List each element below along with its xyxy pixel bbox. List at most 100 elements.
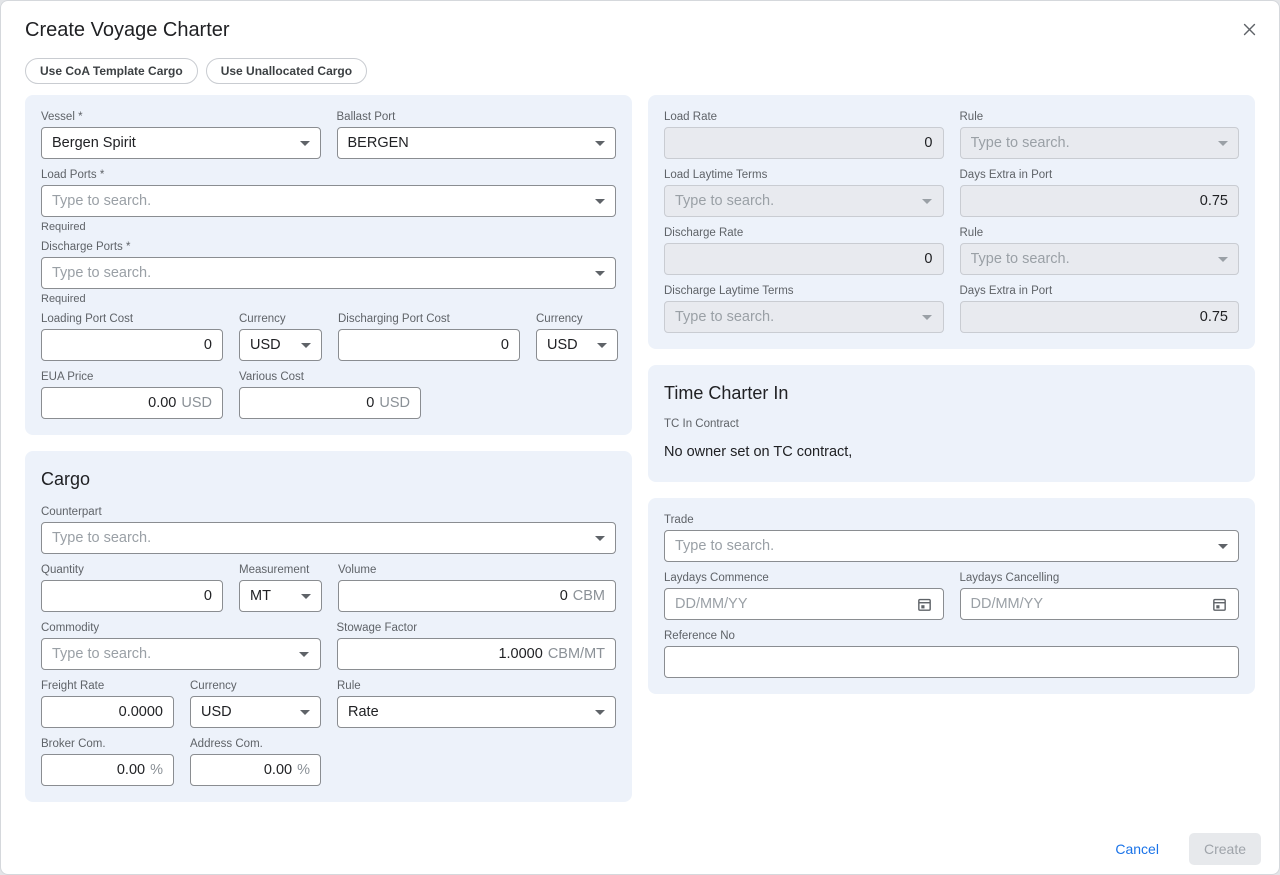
stowage-factor-input[interactable]: 1.0000 CBM/MT xyxy=(336,638,616,670)
discharge-rate-label: Discharge Rate xyxy=(664,227,744,239)
load-rule-field: Rule Type to search. xyxy=(959,111,1239,159)
volume-value: 0 xyxy=(559,588,568,604)
load-days-extra-field: Days Extra in Port 0.75 xyxy=(959,169,1239,217)
chevron-down-icon xyxy=(595,709,605,715)
loading-currency-select[interactable]: USD xyxy=(239,329,322,361)
commodity-field: Commodity Type to search. xyxy=(41,622,321,670)
chevron-down-icon xyxy=(299,140,310,146)
freight-rate-value: 0.0000 xyxy=(118,704,163,720)
ballast-port-select[interactable]: BERGEN xyxy=(336,127,616,159)
laydays-commence-placeholder: DD/MM/YY xyxy=(675,596,748,612)
discharging-currency-select[interactable]: USD xyxy=(536,329,618,361)
discharging-currency-field: Currency USD xyxy=(536,313,618,361)
use-unallocated-cargo-button[interactable]: Use Unallocated Cargo xyxy=(205,58,368,84)
load-ports-select[interactable]: Type to search. xyxy=(41,185,616,217)
quantity-label: Quantity xyxy=(41,564,84,576)
address-com-label: Address Com. xyxy=(190,738,263,750)
freight-rate-input[interactable]: 0.0000 xyxy=(41,696,174,728)
trade-select[interactable]: Type to search. xyxy=(664,530,1239,562)
counterpart-label: Counterpart xyxy=(41,506,102,518)
loading-currency-label: Currency xyxy=(239,313,286,325)
loading-currency-value: USD xyxy=(250,337,281,353)
ballast-port-field: Ballast Port BERGEN xyxy=(336,111,616,159)
load-rate-value: 0 xyxy=(924,135,933,151)
address-com-suffix: % xyxy=(297,762,310,778)
ballast-port-value: BERGEN xyxy=(347,135,409,151)
discharge-ports-select[interactable]: Type to search. xyxy=(41,257,616,289)
cargo-heading: Cargo xyxy=(41,469,91,489)
chevron-down-icon xyxy=(595,140,605,146)
stowage-factor-value: 1.0000 xyxy=(498,646,543,662)
quantity-field: Quantity 0 xyxy=(41,564,223,612)
volume-input[interactable]: 0 CBM xyxy=(338,580,616,612)
discharge-rate-input: 0 xyxy=(664,243,944,275)
discharge-laytime-terms-field: Discharge Laytime Terms Type to search. xyxy=(664,285,944,333)
discharging-port-cost-input[interactable]: 0 xyxy=(338,329,520,361)
load-rate-field: Load Rate 0 xyxy=(664,111,944,159)
eua-price-input[interactable]: 0.00 USD xyxy=(41,387,223,419)
discharging-port-cost-field: Discharging Port Cost 0 xyxy=(338,313,520,361)
vessel-value: Bergen Spirit xyxy=(52,135,136,151)
calendar-icon[interactable] xyxy=(916,596,933,613)
broker-com-label: Broker Com. xyxy=(41,738,106,750)
freight-currency-select[interactable]: USD xyxy=(190,696,321,728)
chevron-down-icon xyxy=(301,342,311,348)
broker-com-value: 0.00 xyxy=(116,762,146,778)
various-cost-input[interactable]: 0 USD xyxy=(239,387,421,419)
rule-select[interactable]: Rate xyxy=(337,696,616,728)
close-button[interactable] xyxy=(1237,17,1261,41)
eua-price-label: EUA Price xyxy=(41,371,94,383)
load-ports-label: Load Ports * xyxy=(41,169,105,181)
chevron-down-icon xyxy=(301,593,311,599)
reference-no-field: Reference No xyxy=(664,630,1239,678)
volume-field: Volume 0 CBM xyxy=(338,564,616,612)
freight-currency-field: Currency USD xyxy=(190,680,321,728)
chevron-down-icon xyxy=(594,198,605,204)
counterpart-select[interactable]: Type to search. xyxy=(41,522,616,554)
vessel-select[interactable]: Bergen Spirit xyxy=(41,127,321,159)
loading-port-cost-input[interactable]: 0 xyxy=(41,329,223,361)
quantity-input[interactable]: 0 xyxy=(41,580,223,612)
address-com-value: 0.00 xyxy=(263,762,293,778)
counterpart-placeholder: Type to search. xyxy=(52,530,152,546)
commodity-label: Commodity xyxy=(41,622,100,634)
discharge-days-extra-field: Days Extra in Port 0.75 xyxy=(959,285,1239,333)
time-charter-in-panel: Time Charter In TC In Contract No owner … xyxy=(648,365,1255,482)
laydays-cancelling-input[interactable]: DD/MM/YY xyxy=(959,588,1239,620)
reference-no-input[interactable] xyxy=(664,646,1239,678)
commodity-select[interactable]: Type to search. xyxy=(41,638,321,670)
load-laytime-terms-select: Type to search. xyxy=(664,185,944,217)
ballast-port-label: Ballast Port xyxy=(336,111,396,123)
discharging-currency-label: Currency xyxy=(536,313,583,325)
discharge-laytime-terms-select: Type to search. xyxy=(664,301,944,333)
reference-no-label: Reference No xyxy=(664,630,735,642)
loading-port-cost-field: Loading Port Cost 0 xyxy=(41,313,223,361)
loading-port-cost-label: Loading Port Cost xyxy=(41,313,134,325)
template-chips: Use CoA Template Cargo Use Unallocated C… xyxy=(25,58,1255,84)
load-laytime-terms-label: Load Laytime Terms xyxy=(664,169,768,181)
stowage-factor-suffix: CBM/MT xyxy=(547,646,605,662)
measurement-select[interactable]: MT xyxy=(239,580,322,612)
broker-com-input[interactable]: 0.00 % xyxy=(41,754,174,786)
commodity-placeholder: Type to search. xyxy=(52,646,152,662)
cancel-button[interactable]: Cancel xyxy=(1111,835,1163,863)
discharge-rule-field: Rule Type to search. xyxy=(959,227,1239,275)
rule-value: Rate xyxy=(348,704,379,720)
load-rate-input: 0 xyxy=(664,127,944,159)
create-button[interactable]: Create xyxy=(1188,833,1261,865)
calendar-icon[interactable] xyxy=(1211,596,1228,613)
discharging-currency-value: USD xyxy=(547,337,578,353)
broker-com-field: Broker Com. 0.00 % xyxy=(41,738,174,786)
use-coa-template-cargo-button[interactable]: Use CoA Template Cargo xyxy=(25,58,198,84)
page-title: Create Voyage Charter xyxy=(25,19,230,41)
laydays-commence-input[interactable]: DD/MM/YY xyxy=(664,588,944,620)
broker-com-suffix: % xyxy=(150,762,163,778)
discharge-laytime-terms-label: Discharge Laytime Terms xyxy=(664,285,794,297)
measurement-field: Measurement MT xyxy=(239,564,322,612)
address-com-input[interactable]: 0.00 % xyxy=(190,754,321,786)
laydays-cancelling-label: Laydays Cancelling xyxy=(959,572,1060,584)
cargo-panel: Cargo Counterpart Type to search. Quanti… xyxy=(25,451,632,802)
load-rule-select: Type to search. xyxy=(959,127,1239,159)
discharging-port-cost-value: 0 xyxy=(500,337,509,353)
chevron-down-icon xyxy=(1217,140,1228,146)
